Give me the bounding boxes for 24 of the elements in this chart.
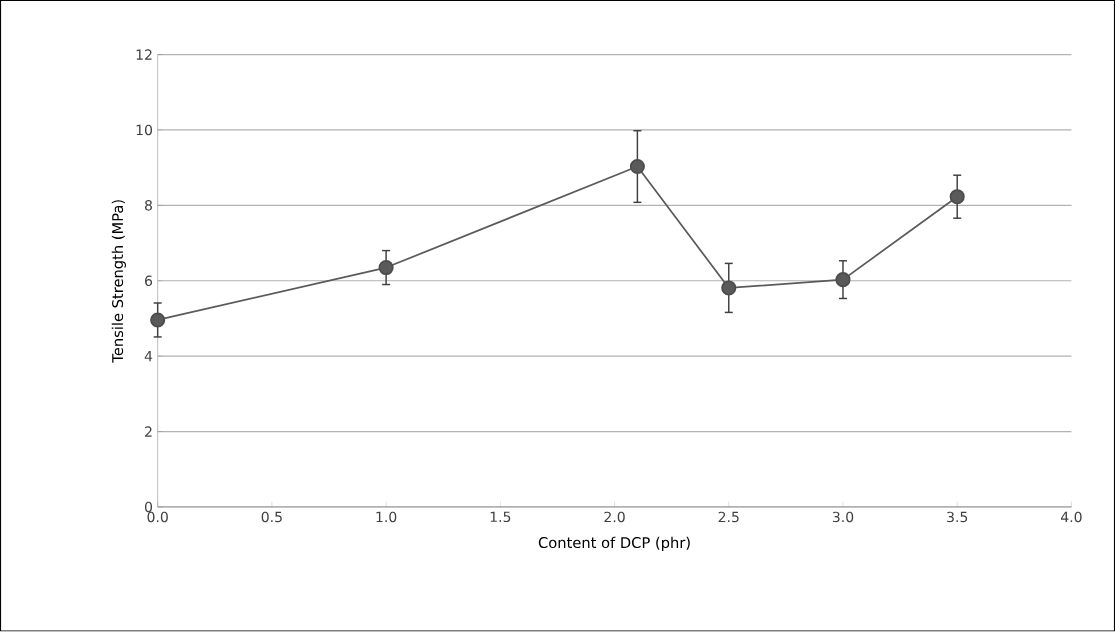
y-tick-label: 4 (144, 351, 153, 362)
point (835, 272, 851, 288)
y-tick-label: 12 (136, 49, 152, 60)
x-tick-label: 2.5 (718, 511, 739, 523)
x-tick-label: 3.0 (832, 511, 854, 523)
point (378, 260, 394, 276)
y-tick-label: 8 (144, 200, 152, 211)
x-tick-label: 4.0 (1060, 511, 1082, 523)
point (150, 312, 166, 328)
x-tick-label: 2.0 (604, 511, 625, 523)
y-tick-label: 0 (144, 501, 153, 513)
y-tick-label: 6 (145, 275, 153, 287)
x-tick-label: 1.0 (376, 511, 397, 523)
x-axis-title: Content of DCP (phr) (538, 536, 690, 552)
point (949, 189, 965, 205)
x-tick-label: 0.5 (261, 511, 282, 523)
y-axis-title: Tensile Strength (MPa) (111, 200, 126, 363)
point (629, 159, 645, 175)
x-tick-label: 0.0 (147, 511, 168, 523)
y-tick-label: 10 (136, 124, 153, 136)
y-tick-label: 2 (145, 426, 152, 437)
x-tick-label: 1.5 (490, 511, 511, 523)
x-tick-label: 3.5 (947, 511, 968, 523)
point (721, 280, 737, 296)
